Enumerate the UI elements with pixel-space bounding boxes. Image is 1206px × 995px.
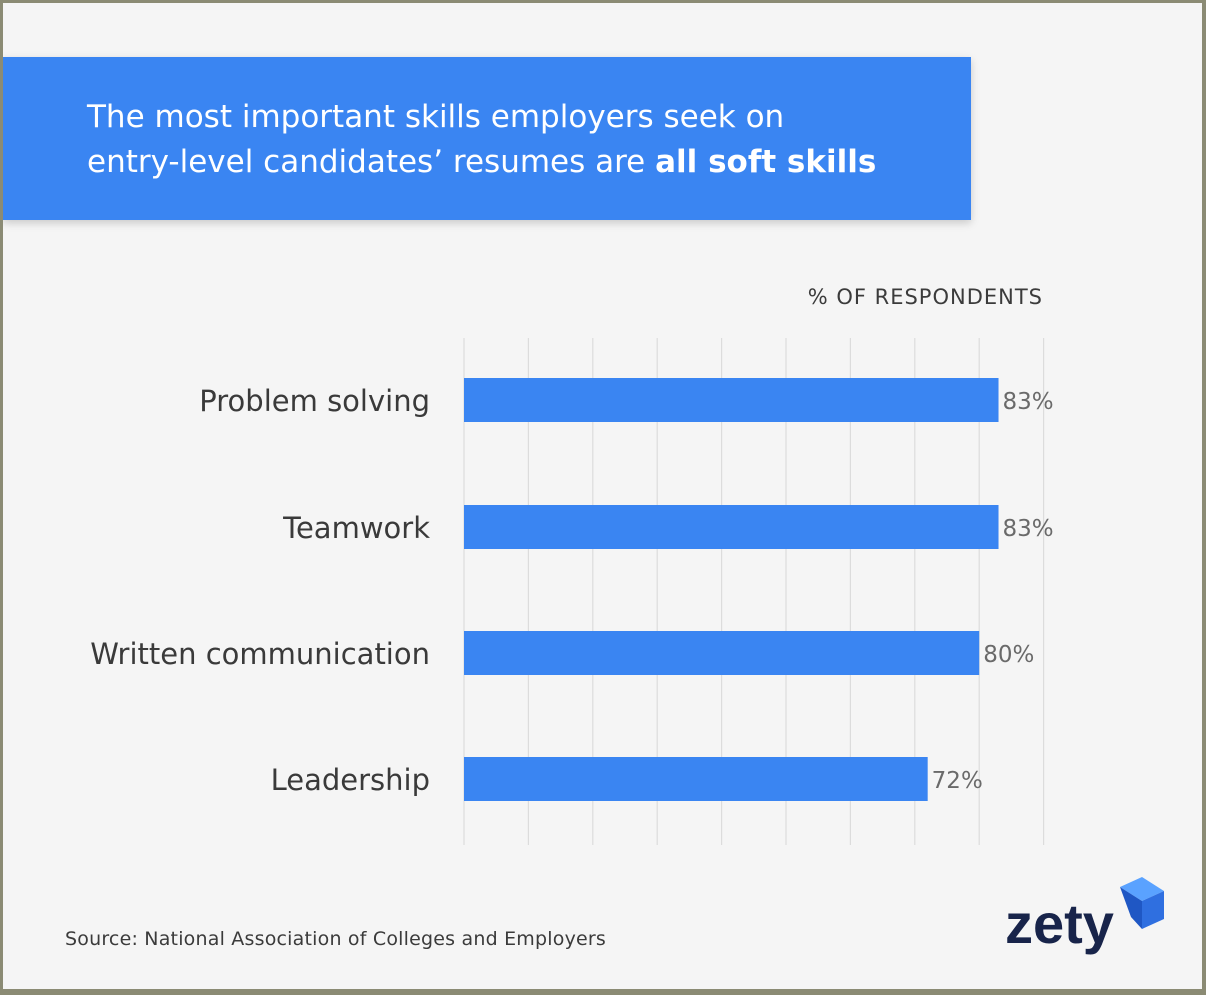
headline-banner: The most important skills employers seek… xyxy=(3,57,971,220)
category-label: Written communication xyxy=(90,637,430,671)
category-label: Leadership xyxy=(271,763,430,797)
logo-cube-right xyxy=(1142,891,1164,929)
value-label: 83% xyxy=(1003,516,1054,542)
bar xyxy=(464,757,928,801)
infographic-card: The most important skills employers seek… xyxy=(3,3,1202,989)
headline-emphasis: all soft skills xyxy=(655,144,877,180)
bar-chart: % OF RESPONDENTS Problem solving 83% Teamwo… xyxy=(90,285,1054,845)
bar xyxy=(464,378,999,422)
zety-logo: zety xyxy=(1005,877,1164,955)
category-label: Teamwork xyxy=(282,511,430,545)
headline-line-1: The most important skills employers seek… xyxy=(87,99,785,135)
bar xyxy=(464,505,999,549)
logo-cube-top xyxy=(1120,877,1164,901)
source-note: Source: National Association of Colleges… xyxy=(65,928,607,950)
x-axis-label: % OF RESPONDENTS xyxy=(808,285,1043,309)
bar xyxy=(464,631,980,675)
logo-cube-left xyxy=(1120,887,1142,929)
value-label: 83% xyxy=(1003,389,1054,415)
headline: The most important skills employers seek… xyxy=(87,95,947,185)
logo-wordmark: zety xyxy=(1005,892,1114,955)
category-label: Problem solving xyxy=(199,384,430,418)
value-label: 72% xyxy=(932,768,983,794)
headline-line-2: entry-level candidates’ resumes are xyxy=(87,144,656,180)
value-label: 80% xyxy=(983,642,1034,668)
